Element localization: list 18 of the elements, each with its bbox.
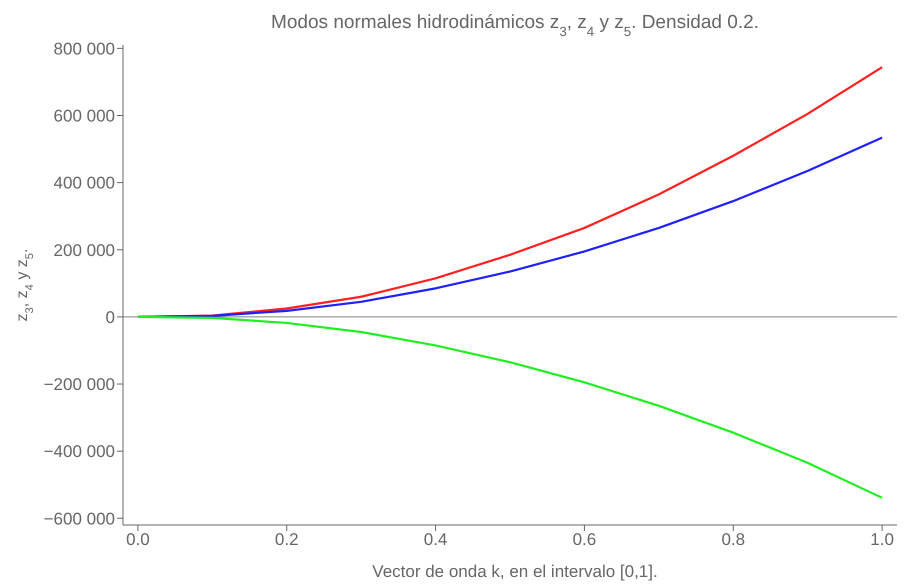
y-tick-label: 0 — [106, 308, 115, 327]
line-series — [136, 66, 884, 318]
x-tick-label: 0.6 — [572, 530, 596, 550]
x-tick-label: 1.0 — [870, 530, 894, 550]
x-tick-label: 0.2 — [274, 530, 299, 550]
chart-title: Modos normales hidrodinámicos z$_{3}$, z$_{4}$ y z$_{5}$. Densidad 0.2. — [271, 12, 759, 38]
x-tick-label: 0.0 — [126, 530, 150, 550]
x-tick-label: 0.8 — [721, 530, 746, 550]
y-tick-label: 600 000 — [54, 106, 115, 126]
y-tick-label: −600 000 — [44, 509, 115, 528]
y-tick-label: 800 000 — [54, 39, 115, 58]
y-tick-label: 200 000 — [54, 240, 115, 260]
y-tick-label: −200 000 — [44, 375, 115, 394]
x-axis-title: Vector de onda k, en el intervalo [0,1]. — [372, 562, 658, 581]
y-tick-label: 400 000 — [54, 174, 115, 193]
y-tick-label: −400 000 — [44, 442, 115, 462]
line-series — [136, 316, 884, 499]
x-tick-label: 0.4 — [424, 530, 448, 550]
